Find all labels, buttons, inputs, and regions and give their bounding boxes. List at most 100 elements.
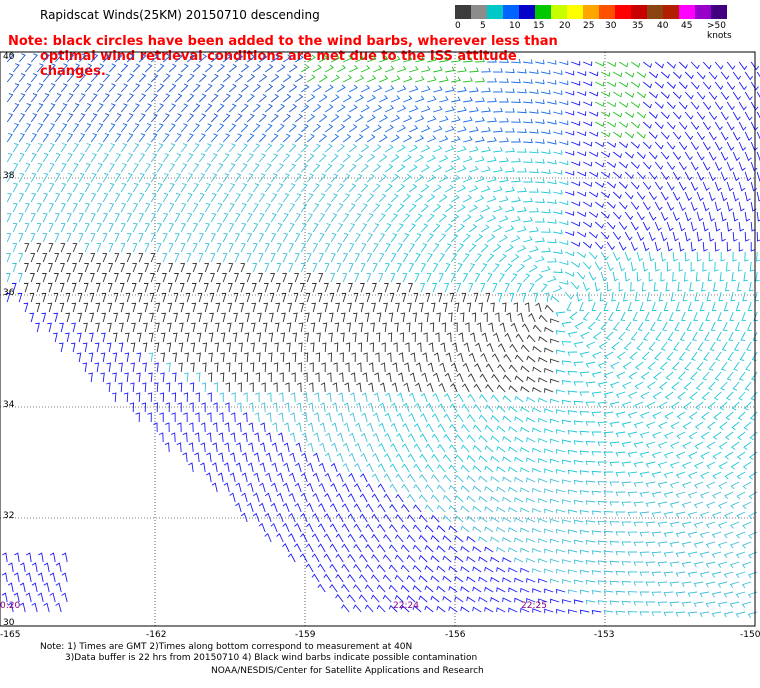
wind-barb [702, 221, 709, 232]
wind-barb [306, 213, 314, 223]
wind-barb [276, 492, 284, 503]
wind-barb [23, 302, 29, 313]
wind-barb [43, 562, 50, 573]
wind-barb [675, 551, 686, 558]
wind-barb [288, 203, 296, 213]
wind-barb [349, 392, 356, 403]
wind-barb [579, 490, 590, 495]
wind-barb [150, 192, 157, 203]
wind-barb [120, 63, 129, 73]
wind-barb [144, 262, 150, 273]
wind-barb [334, 322, 340, 333]
wind-barb [728, 331, 734, 342]
wind-barb [585, 520, 596, 525]
wind-barb [408, 412, 416, 423]
wind-barb [72, 123, 80, 133]
colorbar-swatch [599, 5, 615, 19]
wind-barb [204, 202, 211, 213]
wind-barb [399, 332, 404, 343]
wind-barb [317, 583, 326, 593]
wind-barb [435, 332, 440, 343]
wind-barb [389, 292, 395, 303]
wind-barb [6, 273, 11, 283]
wind-barb [72, 202, 78, 213]
wind-barb [443, 433, 452, 443]
wind-barb [516, 263, 525, 273]
wind-barb [119, 302, 125, 313]
wind-barb [579, 529, 590, 535]
wind-barb [532, 588, 542, 593]
wind-barb [242, 432, 248, 443]
wind-barb [241, 492, 248, 503]
wind-barb [415, 362, 422, 373]
wind-barb [174, 273, 179, 283]
wind-barb [633, 481, 644, 487]
wind-barb [504, 244, 514, 253]
wind-barb [451, 57, 461, 63]
wind-barb [70, 342, 76, 353]
wind-barb [749, 411, 758, 421]
wind-barb [248, 402, 254, 413]
wind-barb [627, 591, 638, 596]
wind-barb [351, 352, 356, 363]
wind-barb [455, 434, 464, 443]
wind-barb [508, 547, 518, 553]
wind-barb [579, 371, 590, 377]
wind-barb [450, 362, 458, 373]
wind-barb [487, 156, 497, 163]
wind-barb [678, 221, 686, 232]
wind-barb [738, 391, 746, 401]
wind-barb [577, 131, 587, 137]
wind-barb [228, 83, 237, 93]
wind-barb [471, 312, 477, 323]
wind-barb [324, 452, 332, 463]
footnote-line-1: Note: 1) Times are GMT 2)Times along bot… [40, 642, 413, 652]
wind-barb [544, 608, 554, 614]
wind-barb [196, 352, 201, 363]
wind-barb [160, 352, 166, 363]
wind-barb [526, 334, 536, 343]
wind-barb [96, 63, 105, 73]
wind-barb [24, 63, 32, 73]
wind-barb [176, 422, 182, 433]
wind-barb [688, 451, 698, 460]
wind-barb [718, 291, 724, 302]
wind-barb [585, 361, 596, 368]
wind-barb [630, 121, 641, 129]
wind-barb [445, 66, 455, 73]
wind-barb [48, 143, 55, 153]
wind-barb [258, 213, 265, 223]
wind-barb [401, 504, 410, 513]
wind-barb [377, 544, 386, 553]
wind-barb [538, 437, 548, 443]
wind-barb [195, 392, 200, 403]
wind-barb [469, 332, 476, 343]
wind-barb [48, 222, 54, 233]
wind-barb [42, 172, 49, 183]
wind-barb [676, 431, 686, 440]
wind-barb [159, 392, 165, 403]
wind-barb [466, 556, 476, 563]
wind-barb [246, 173, 254, 183]
wind-barb [449, 423, 458, 433]
wind-barb [108, 222, 114, 233]
wind-barb [204, 123, 213, 133]
wind-barb [312, 262, 318, 273]
wind-barb [174, 73, 183, 83]
wind-barb [660, 71, 670, 79]
wind-barb [114, 153, 122, 163]
wind-barb [431, 453, 440, 463]
wind-barb [168, 242, 174, 253]
wind-barb [466, 454, 476, 463]
wind-barb [510, 273, 518, 283]
wind-barb [262, 342, 267, 353]
wind-barb [672, 131, 682, 140]
wind-barb [89, 292, 95, 303]
wind-barb [681, 581, 692, 588]
wind-barb [438, 253, 446, 263]
wind-barb [129, 382, 135, 393]
wind-barb [95, 322, 100, 333]
wind-barb [204, 222, 211, 233]
wind-barb [639, 571, 650, 577]
wind-barb [750, 81, 759, 91]
